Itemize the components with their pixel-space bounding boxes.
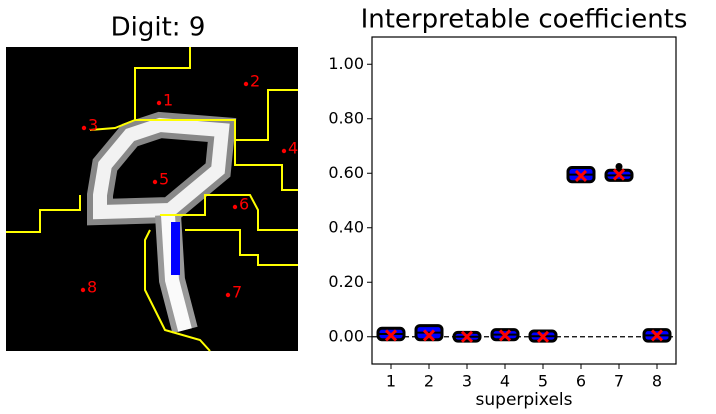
segment-label: 5 <box>159 170 169 189</box>
y-tick-label: 0.00 <box>328 326 364 345</box>
y-tick-label: 0.80 <box>328 108 364 127</box>
digit-image <box>6 47 298 351</box>
segment-dot <box>226 293 230 297</box>
x-axis-label: superpixels <box>476 390 573 410</box>
segment-dot <box>233 205 237 209</box>
segment-label: 4 <box>288 139 298 158</box>
segment-dot <box>81 288 85 292</box>
x-tick-label: 4 <box>500 372 510 391</box>
segment-dot <box>244 82 248 86</box>
x-tick-label: 3 <box>462 372 472 391</box>
segment-label: 2 <box>250 72 260 91</box>
outlier <box>616 163 623 170</box>
chart-title: Interpretable coefficients <box>361 5 688 35</box>
y-tick-label: 0.20 <box>328 272 364 291</box>
segment-dot <box>82 126 86 130</box>
x-tick-label: 8 <box>652 372 662 391</box>
segment-dot <box>153 180 157 184</box>
y-tick-label: 0.40 <box>328 217 364 236</box>
image-title: Digit: 9 <box>111 13 206 43</box>
segment-label: 3 <box>88 116 98 135</box>
figure: Digit: 9 Interpretable coefficients supe… <box>0 0 716 410</box>
segment-label: 6 <box>239 195 249 214</box>
segment-dot <box>282 149 286 153</box>
segment-label: 1 <box>163 91 173 110</box>
segment-label: 8 <box>87 278 97 297</box>
y-tick-label: 1.00 <box>328 54 364 73</box>
x-tick-label: 1 <box>386 372 396 391</box>
x-tick-label: 7 <box>614 372 624 391</box>
x-tick-label: 5 <box>538 372 548 391</box>
x-tick-label: 6 <box>576 372 586 391</box>
y-tick-label: 0.60 <box>328 163 364 182</box>
x-tick-label: 2 <box>424 372 434 391</box>
segment-label: 7 <box>232 283 242 302</box>
plot-frame <box>372 37 676 364</box>
segment-dot <box>157 101 161 105</box>
